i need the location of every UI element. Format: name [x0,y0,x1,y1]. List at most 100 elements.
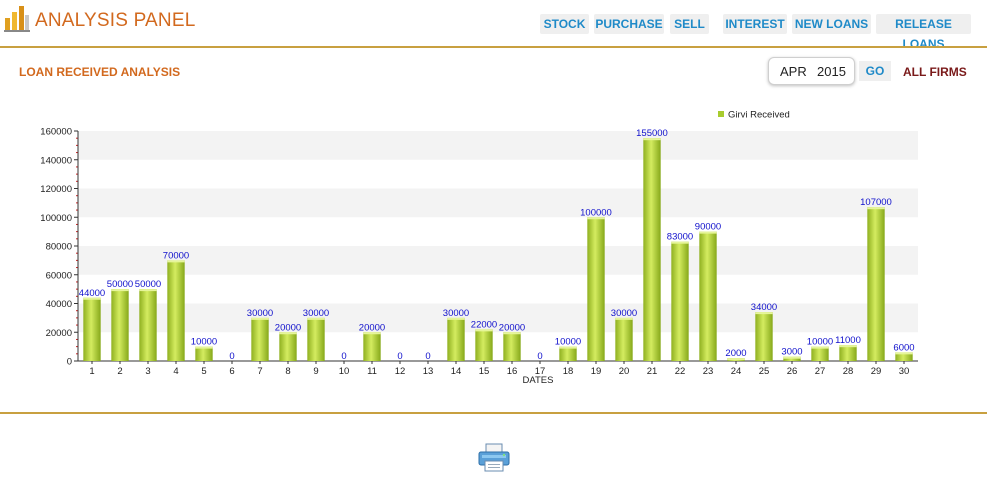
go-button[interactable]: GO [859,61,891,81]
bar-value-label: 0 [425,351,430,362]
app-title: ANALYSIS PANEL [35,10,196,31]
bar-cap [279,332,297,335]
bar-cap [83,297,101,300]
x-tick-label: 19 [591,366,602,377]
y-tick-label: 40000 [46,299,72,310]
bar [559,346,577,361]
x-tick-label: 24 [731,366,742,377]
y-tick-label: 140000 [40,155,72,166]
y-tick-label: 60000 [46,270,72,281]
nav-stock-button[interactable]: STOCK [540,14,589,34]
bar [363,332,381,361]
bar-value-label: 0 [397,351,402,362]
bar-value-label: 30000 [611,308,637,319]
bar-cap [447,317,465,320]
nav-purchase-button[interactable]: PURCHASE [594,14,664,34]
bar-cap [475,329,493,332]
bar-value-label: 155000 [636,128,668,139]
x-tick-label: 17 [535,366,546,377]
header: ANALYSIS PANEL STOCK PURCHASE SELL INTER… [0,0,992,51]
bar-value-label: 30000 [247,308,273,319]
bar-cap [811,346,829,349]
x-tick-label: 22 [675,366,686,377]
bar [895,352,913,361]
x-tick-label: 16 [507,366,518,377]
x-tick-label: 2 [117,366,122,377]
bar [839,345,857,361]
x-tick-label: 7 [257,366,262,377]
bar-cap [699,231,717,234]
grid-band [78,188,918,218]
x-tick-label: 8 [285,366,290,377]
y-tick-label: 20000 [46,328,72,339]
bar-value-label: 20000 [275,322,301,333]
bar-cap [727,358,745,361]
bar-cap [643,138,661,141]
header-divider [0,46,987,48]
bar-cap [195,346,213,349]
x-tick-label: 18 [563,366,574,377]
printer-icon[interactable] [478,443,510,473]
bar-value-label: 34000 [751,302,777,313]
bar-cap [251,317,269,320]
loan-received-chart: 0200004000060000800001000001200001400001… [40,110,918,386]
bar-value-label: 0 [341,351,346,362]
bar-cap [839,345,857,348]
bar [475,329,493,361]
period-selector[interactable]: APR 2015 [768,57,855,85]
nav-interest-button[interactable]: INTEREST [723,14,787,34]
nav-sell-button[interactable]: SELL [670,14,709,34]
x-tick-label: 13 [423,366,434,377]
bar [811,346,829,361]
legend-label: Girvi Received [728,110,790,121]
bar-value-label: 10000 [555,337,581,348]
year-select[interactable]: 2015 [817,64,846,79]
bar [307,317,325,361]
x-tick-label: 1 [89,366,94,377]
x-tick-label: 20 [619,366,630,377]
bar-value-label: 6000 [893,342,914,353]
bar [783,356,801,361]
bar-cap [783,356,801,359]
x-tick-label: 5 [201,366,206,377]
x-tick-label: 30 [899,366,910,377]
nav-new-loans-button[interactable]: NEW LOANS [792,14,871,34]
bar-value-label: 50000 [107,279,133,290]
bar-cap [895,352,913,355]
bar-value-label: 50000 [135,279,161,290]
bar-value-label: 2000 [725,348,746,359]
bar-cap [139,289,157,292]
bar [615,317,633,361]
x-tick-label: 15 [479,366,490,377]
bar-value-label: 20000 [499,322,525,333]
x-tick-label: 3 [145,366,150,377]
month-select[interactable]: APR [780,64,807,79]
nav-release-loans-button[interactable]: RELEASE LOANS [876,14,971,51]
bar [699,231,717,361]
bar [251,317,269,361]
x-tick-label: 27 [815,366,826,377]
bar [167,260,185,361]
bar-chart-logo-icon [4,6,30,32]
grid-band [78,246,918,275]
bar-cap [559,346,577,349]
bar-value-label: 30000 [443,308,469,319]
bar-value-label: 70000 [163,250,189,261]
bar [643,138,661,361]
y-tick-label: 0 [67,357,72,368]
x-tick-label: 23 [703,366,714,377]
bar [111,289,129,361]
bar-cap [363,332,381,335]
bar [867,207,885,361]
bar [83,297,101,361]
footer-divider [0,412,987,414]
bar [195,346,213,361]
all-firms-link[interactable]: ALL FIRMS [903,65,967,79]
grid-band [78,131,918,160]
bar-cap [503,332,521,335]
bar-cap [167,260,185,263]
bar-cap [111,289,129,292]
bar-value-label: 3000 [781,347,802,358]
y-tick-label: 100000 [40,213,72,224]
bar [671,241,689,361]
